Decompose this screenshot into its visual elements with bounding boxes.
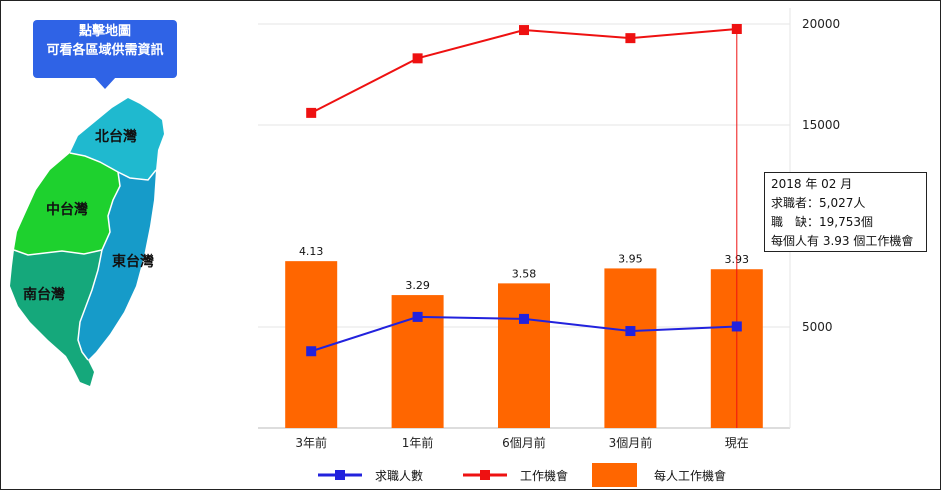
jobs-line bbox=[310, 27, 737, 114]
legend-label: 工作機會 bbox=[520, 468, 568, 483]
region-south-label[interactable]: 南台灣 bbox=[23, 286, 65, 303]
tooltip-seekers: 求職者：5,027人 bbox=[771, 196, 866, 210]
x-tick-label: 3個月前 bbox=[609, 435, 653, 450]
region-north[interactable] bbox=[70, 98, 164, 180]
jobs-point-4[interactable] bbox=[731, 23, 742, 34]
legend-item-2[interactable]: 每人工作機會 bbox=[592, 463, 726, 487]
legend-swatch-bar bbox=[592, 463, 637, 487]
y-tick-label: 15000 bbox=[802, 118, 840, 132]
legend-label: 求職人數 bbox=[375, 469, 423, 483]
map-hint-line2: 可看各區域供需資訊 bbox=[46, 43, 164, 58]
region-central-label[interactable]: 中台灣 bbox=[46, 201, 88, 218]
bar-3[interactable] bbox=[604, 268, 657, 428]
bar-value-label: 3.95 bbox=[618, 252, 643, 265]
tooltip-date: 2018 年 02 月 bbox=[771, 177, 853, 191]
jobs-point-2[interactable] bbox=[519, 25, 529, 36]
tooltip: 2018 年 02 月 求職者：5,027人 職 缺：19,753個 每個人有 … bbox=[764, 172, 927, 252]
region-north-label[interactable]: 北台灣 bbox=[95, 128, 137, 145]
taiwan-map: 北台灣 中台灣 東台灣 南台灣 bbox=[10, 98, 164, 386]
seekers-point-3[interactable] bbox=[625, 326, 636, 337]
region-south[interactable] bbox=[10, 250, 102, 386]
legend-swatch-marker bbox=[480, 470, 490, 480]
tooltip-vacancies: 職 缺：19,753個 bbox=[771, 215, 873, 229]
x-tick-label: 1年前 bbox=[402, 435, 434, 450]
bar-2[interactable] bbox=[498, 283, 550, 428]
bar-value-label: 3.58 bbox=[512, 267, 537, 280]
y-tick-label: 20000 bbox=[802, 17, 840, 31]
seekers-point-2[interactable] bbox=[519, 313, 529, 324]
callout-arrow bbox=[94, 77, 116, 89]
legend-label: 每人工作機會 bbox=[654, 468, 726, 483]
map-hint-line1: 點擊地圖 bbox=[78, 24, 131, 39]
legend-swatch-marker bbox=[335, 470, 345, 480]
tooltip-ratio: 每個人有 3.93 個工作機會 bbox=[771, 234, 914, 248]
bar-0[interactable] bbox=[285, 261, 338, 428]
bar-value-label: 4.13 bbox=[299, 245, 324, 258]
x-tick-label: 現在 bbox=[725, 436, 749, 450]
x-tick-label: 3年前 bbox=[295, 435, 327, 450]
seekers-point-0[interactable] bbox=[306, 346, 317, 357]
legend-item-0[interactable]: 求職人數 bbox=[318, 469, 423, 483]
jobs-point-0[interactable] bbox=[306, 107, 317, 118]
region-central[interactable] bbox=[14, 153, 120, 255]
jobs-point-3[interactable] bbox=[625, 33, 636, 44]
seekers-point-4[interactable] bbox=[731, 321, 742, 332]
seekers-point-1[interactable] bbox=[412, 311, 423, 322]
x-tick-label: 6個月前 bbox=[502, 435, 546, 450]
map-hint-callout: 點擊地圖 可看各區域供需資訊 bbox=[33, 20, 177, 78]
jobs-point-1[interactable] bbox=[412, 53, 423, 64]
bar-value-label: 3.29 bbox=[405, 279, 430, 292]
region-east[interactable] bbox=[78, 170, 156, 360]
legend-item-1[interactable]: 工作機會 bbox=[463, 468, 568, 483]
region-east-label[interactable]: 東台灣 bbox=[112, 253, 154, 270]
y-tick-label: 5000 bbox=[802, 320, 833, 334]
